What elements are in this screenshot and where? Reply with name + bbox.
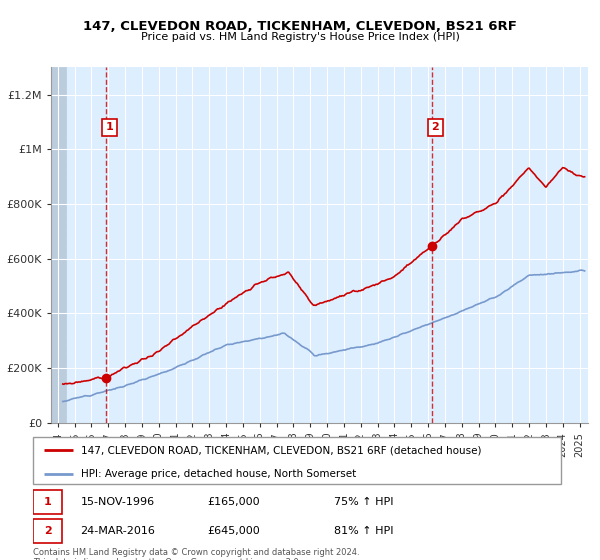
FancyBboxPatch shape	[33, 489, 62, 514]
Text: 75% ↑ HPI: 75% ↑ HPI	[334, 497, 394, 507]
Text: 15-NOV-1996: 15-NOV-1996	[80, 497, 155, 507]
Text: 147, CLEVEDON ROAD, TICKENHAM, CLEVEDON, BS21 6RF (detached house): 147, CLEVEDON ROAD, TICKENHAM, CLEVEDON,…	[80, 445, 481, 455]
Text: 24-MAR-2016: 24-MAR-2016	[80, 526, 155, 536]
FancyBboxPatch shape	[33, 437, 561, 484]
Bar	[51, 67, 66, 423]
Text: 2: 2	[431, 123, 439, 132]
FancyBboxPatch shape	[33, 519, 62, 543]
Text: HPI: Average price, detached house, North Somerset: HPI: Average price, detached house, Nort…	[80, 469, 356, 479]
Text: £165,000: £165,000	[207, 497, 260, 507]
Text: 1: 1	[44, 497, 52, 507]
Text: Price paid vs. HM Land Registry's House Price Index (HPI): Price paid vs. HM Land Registry's House …	[140, 32, 460, 43]
Text: £645,000: £645,000	[207, 526, 260, 536]
Text: 81% ↑ HPI: 81% ↑ HPI	[334, 526, 394, 536]
Text: 2: 2	[44, 526, 52, 536]
Text: 147, CLEVEDON ROAD, TICKENHAM, CLEVEDON, BS21 6RF: 147, CLEVEDON ROAD, TICKENHAM, CLEVEDON,…	[83, 20, 517, 32]
Text: Contains HM Land Registry data © Crown copyright and database right 2024.
This d: Contains HM Land Registry data © Crown c…	[33, 548, 359, 560]
Text: 1: 1	[106, 123, 113, 132]
